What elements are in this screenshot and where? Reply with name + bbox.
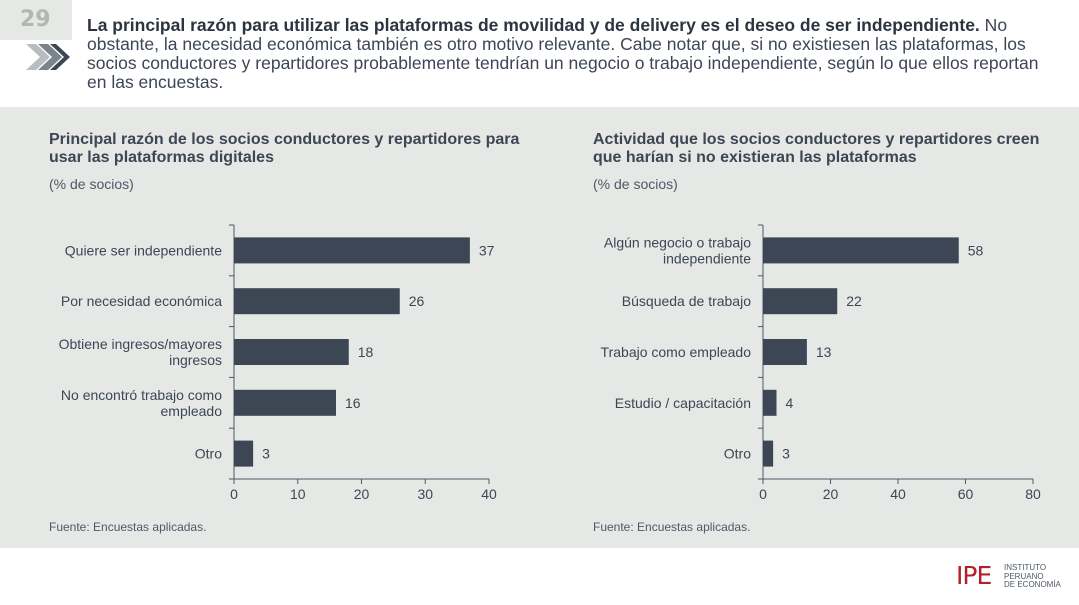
charts-panel: Principal razón de los socios conductore… (0, 107, 1079, 548)
category-label: Otro (195, 446, 222, 462)
category-label: independiente (663, 250, 751, 266)
logo-line-2: PERUANO (1004, 571, 1044, 581)
bar (763, 288, 838, 315)
logo-text: INSTITUTO PERUANO DE ECONOMÍA (1004, 563, 1061, 590)
bar (763, 389, 777, 416)
category-label: Estudio / capacitación (615, 395, 751, 411)
data-label: 22 (846, 293, 862, 309)
category-label: ingresos (169, 352, 222, 368)
category-label: Otro (724, 446, 751, 462)
x-tick-label: 20 (823, 486, 839, 502)
x-tick-label: 60 (958, 486, 974, 502)
chevron-right-icon (26, 44, 70, 70)
page-number: 29 (0, 0, 72, 40)
category-label: Trabajo como empleado (601, 344, 752, 360)
x-tick-label: 20 (354, 486, 370, 502)
headline-rest: No obstante, la necesidad económica tamb… (87, 15, 1039, 92)
headline-bold: La principal razón para utilizar las pla… (87, 15, 980, 35)
data-label: 58 (968, 242, 984, 258)
category-label: Algún negocio o trabajo (604, 234, 751, 250)
data-label: 3 (782, 446, 790, 462)
bar (234, 339, 349, 365)
data-label: 13 (816, 344, 832, 360)
category-label: Quiere ser independiente (65, 242, 222, 258)
ipe-logo: IPE INSTITUTO PERUANO DE ECONOMÍA (956, 560, 1076, 596)
bar (234, 440, 254, 467)
x-tick-label: 10 (290, 486, 306, 502)
x-tick-label: 40 (481, 486, 497, 502)
logo-mark: IPE (956, 561, 992, 590)
data-label: 18 (358, 344, 374, 360)
chart-1-source: Fuente: Encuestas aplicadas. (49, 520, 207, 534)
data-label: 3 (262, 446, 270, 462)
bar (763, 440, 774, 467)
data-label: 16 (345, 395, 361, 411)
x-tick-label: 80 (1025, 486, 1041, 502)
data-label: 26 (409, 293, 425, 309)
chart-2-title: Actividad que los socios conductores y r… (593, 131, 1040, 166)
bar (234, 288, 400, 315)
chart-2-source: Fuente: Encuestas aplicadas. (593, 520, 751, 534)
logo-line-3: DE ECONOMÍA (1004, 580, 1061, 589)
category-label: No encontró trabajo como (61, 387, 222, 403)
category-label: empleado (161, 403, 223, 419)
logo-line-1: INSTITUTO (1004, 563, 1047, 572)
category-label: Búsqueda de trabajo (622, 293, 751, 309)
x-tick-label: 30 (417, 486, 433, 502)
chart-1-title: Principal razón de los socios conductore… (49, 131, 520, 166)
x-tick-label: 0 (759, 486, 767, 502)
category-label: Obtiene ingresos/mayores (59, 336, 222, 352)
data-label: 37 (479, 242, 495, 258)
bar (763, 339, 807, 365)
x-tick-label: 40 (890, 486, 906, 502)
chart-2-svg: 0 20 40 60 80 58 Algún negocio o trabajoindepe… (601, 224, 1041, 502)
headline: La principal razón para utilizar las pla… (87, 16, 1062, 92)
data-label: 4 (786, 395, 794, 411)
bar (763, 237, 959, 264)
category-label: Por necesidad económica (61, 293, 222, 309)
chart-2-unit: (% de socios) (593, 176, 678, 192)
chart-1-unit: (% de socios) (49, 176, 134, 192)
x-tick-label: 0 (230, 486, 238, 502)
bar (234, 389, 336, 416)
chart-1-svg: 0 10 20 30 40 37 Quiere ser independiente 26 Por… (59, 224, 497, 502)
bar (234, 237, 470, 264)
